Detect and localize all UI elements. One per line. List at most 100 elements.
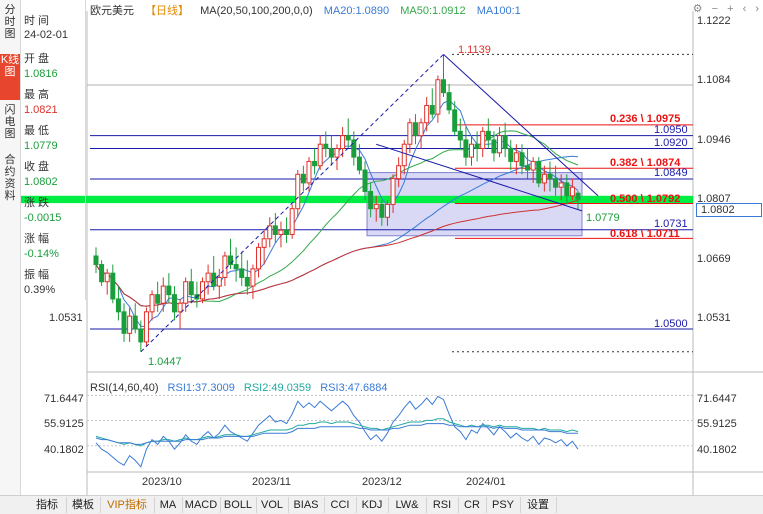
tab-PSY[interactable]: PSY <box>486 497 521 513</box>
candle-body[interactable] <box>295 173 301 210</box>
tab-RSI[interactable]: RSI <box>426 497 459 513</box>
candle-body[interactable] <box>508 148 514 162</box>
candle-body[interactable] <box>99 264 105 283</box>
candle-body[interactable] <box>569 186 575 197</box>
candle-body[interactable] <box>356 156 362 171</box>
candle-body[interactable] <box>541 173 547 184</box>
candle-body[interactable] <box>519 152 525 167</box>
candle-body[interactable] <box>379 203 385 218</box>
candle-body[interactable] <box>368 191 374 210</box>
candle-body[interactable] <box>418 122 424 137</box>
candle-body[interactable] <box>351 139 357 158</box>
candle-body[interactable] <box>121 311 127 334</box>
candle-body[interactable] <box>474 143 480 150</box>
candle-body[interactable] <box>306 160 312 184</box>
price-pane[interactable] <box>87 11 693 372</box>
candle-body[interactable] <box>396 165 402 180</box>
candle-body[interactable] <box>250 268 256 287</box>
candle-body[interactable] <box>401 143 407 167</box>
period-label[interactable]: 【日线】 <box>145 5 190 17</box>
candle-body[interactable] <box>300 173 306 184</box>
candle-body[interactable] <box>261 238 267 248</box>
candle-body[interactable] <box>166 285 172 296</box>
candle-body[interactable] <box>457 130 463 141</box>
candle-body[interactable] <box>211 272 217 287</box>
candle-body[interactable] <box>317 143 323 167</box>
candle-body[interactable] <box>345 135 351 141</box>
gear-icon[interactable]: ⚙ <box>692 3 703 15</box>
candle-body[interactable] <box>233 264 239 270</box>
candle-body[interactable] <box>558 182 564 188</box>
candle-body[interactable] <box>575 192 581 200</box>
candle-body[interactable] <box>452 109 458 132</box>
candle-body[interactable] <box>480 130 486 150</box>
candle-body[interactable] <box>244 276 250 287</box>
candle-body[interactable] <box>110 272 116 300</box>
tab-timeshare[interactable]: 分时图 <box>0 4 20 50</box>
candle-body[interactable] <box>553 178 559 188</box>
candle-body[interactable] <box>228 255 234 266</box>
candle-body[interactable] <box>205 272 211 283</box>
candle-body[interactable] <box>446 92 452 111</box>
candle-body[interactable] <box>239 268 245 278</box>
tab-VOL[interactable]: VOL <box>256 497 289 513</box>
candle-body[interactable] <box>127 315 133 334</box>
candle-body[interactable] <box>469 143 475 158</box>
candle-body[interactable] <box>547 173 553 180</box>
candle-body[interactable] <box>143 311 149 343</box>
tab-设置[interactable]: 设置 <box>520 497 557 513</box>
candle-body[interactable] <box>424 105 430 124</box>
tab-flash[interactable]: 闪电图 <box>0 104 20 150</box>
candle-body[interactable] <box>155 294 161 304</box>
candle-body[interactable] <box>256 246 262 270</box>
candle-body[interactable] <box>412 122 418 137</box>
candle-body[interactable] <box>328 148 334 158</box>
tab-MACD[interactable]: MACD <box>182 497 221 513</box>
candle-body[interactable] <box>429 105 435 115</box>
tab-CCI[interactable]: CCI <box>324 497 357 513</box>
candle-body[interactable] <box>536 160 542 184</box>
candle-body[interactable] <box>132 315 138 330</box>
tab-LW&[interactable]: LW& <box>388 497 427 513</box>
candle-body[interactable] <box>362 169 368 192</box>
minus-icon[interactable]: − <box>711 3 719 15</box>
tab-MA[interactable]: MA <box>154 497 183 513</box>
candle-body[interactable] <box>177 302 183 313</box>
tab-BIAS[interactable]: BIAS <box>288 497 325 513</box>
candle-body[interactable] <box>115 298 121 313</box>
candle-body[interactable] <box>278 229 284 235</box>
candle-body[interactable] <box>435 79 441 115</box>
candle-body[interactable] <box>513 152 519 162</box>
tab-BOLL[interactable]: BOLL <box>220 497 257 513</box>
candle-body[interactable] <box>188 281 194 296</box>
tab-指标[interactable]: 指标 <box>28 497 67 513</box>
candle-body[interactable] <box>440 79 446 94</box>
tab-VIP指标[interactable]: VIP指标 <box>100 497 155 513</box>
candle-body[interactable] <box>284 229 290 235</box>
candle-body[interactable] <box>183 281 189 304</box>
prev-icon[interactable]: ‹ <box>742 3 747 15</box>
candle-body[interactable] <box>384 203 390 218</box>
candle-body[interactable] <box>373 203 379 210</box>
candle-body[interactable] <box>93 255 99 266</box>
candle-body[interactable] <box>525 165 531 171</box>
plus-icon[interactable]: + <box>727 3 734 15</box>
candle-body[interactable] <box>222 255 228 278</box>
candle-body[interactable] <box>340 135 346 150</box>
tab-CR[interactable]: CR <box>458 497 487 513</box>
tab-KDJ[interactable]: KDJ <box>356 497 389 513</box>
candle-body[interactable] <box>199 281 205 300</box>
chart-canvas[interactable] <box>0 0 763 495</box>
tab-kline[interactable]: K线图 <box>0 54 20 100</box>
candle-body[interactable] <box>497 135 503 154</box>
candle-body[interactable] <box>334 148 340 158</box>
candle-body[interactable] <box>463 139 469 158</box>
candle-body[interactable] <box>407 122 413 145</box>
candle-body[interactable] <box>267 225 273 240</box>
candle-body[interactable] <box>216 276 222 287</box>
candle-body[interactable] <box>485 130 491 141</box>
candle-body[interactable] <box>272 225 278 235</box>
candle-body[interactable] <box>289 208 295 235</box>
candle-body[interactable] <box>323 143 329 150</box>
tab-模板[interactable]: 模板 <box>66 497 101 513</box>
